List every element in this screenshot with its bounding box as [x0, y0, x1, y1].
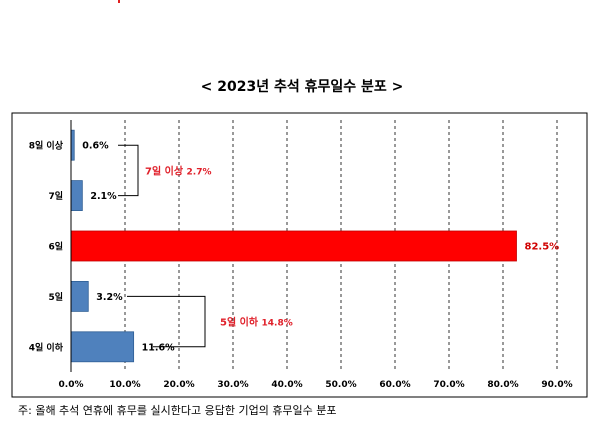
category-label: 5일 — [48, 291, 63, 303]
x-tick-label: 80.0% — [487, 380, 518, 390]
chart-frame — [11, 112, 588, 398]
data-label: 0.6% — [82, 141, 109, 152]
bar-3 — [70, 230, 517, 262]
bracket-line — [127, 295, 206, 348]
x-tick-label: 0.0% — [59, 380, 84, 390]
category-label: 7일 — [48, 190, 63, 202]
annotation-label: 5일 이하 14.8% — [220, 316, 293, 329]
x-tick-label: 50.0% — [325, 380, 356, 390]
category-label: 4일 이하 — [29, 341, 64, 353]
x-tick-labels: 0.0% 10.0% 20.0% 30.0% 40.0% 50.0% 60.0% 70.0% 8… — [59, 380, 573, 390]
x-tick-label: 20.0% — [163, 380, 194, 390]
x-tick-label: 60.0% — [379, 380, 410, 390]
category-label: 8일 이상 — [29, 140, 64, 152]
bar-4 — [70, 280, 89, 312]
x-tick-label: 90.0% — [541, 380, 572, 390]
bracket-line — [118, 144, 139, 197]
bar-5 — [70, 331, 135, 363]
x-tick-label: 40.0% — [271, 380, 302, 390]
annotation-label: 7일 이상 2.7% — [145, 164, 212, 177]
bars — [70, 129, 517, 363]
bar-2 — [70, 180, 83, 212]
x-tick-label: 30.0% — [217, 380, 248, 390]
bracket-annotations: 7일 이상 2.7% 5일 이하 14.8% — [118, 144, 293, 348]
category-label: 6일 — [48, 241, 63, 253]
data-label: 82.5% — [525, 242, 560, 253]
data-label: 3.2% — [96, 292, 123, 303]
data-label: 11.6% — [142, 342, 175, 353]
category-labels: 8일 이상 7일 6일 5일 4일 이하 — [29, 140, 64, 354]
footnote-caption: 주: 올해 추석 연휴에 휴무를 실시한다고 응답한 기업의 휴무일수 분포 — [18, 404, 337, 417]
bar-chart: < 2023년 추석 휴무일수 분포 > 8일 이상 7일 6일 5일 4일 이하 0.… — [11, 79, 588, 398]
x-tick-label: 70.0% — [433, 380, 464, 390]
data-labels: 0.6% 2.1% 82.5% 3.2% 11.6% — [82, 141, 559, 354]
red-dot-mark — [118, 0, 120, 3]
x-tick-label: 10.0% — [109, 380, 140, 390]
chart-title: < 2023년 추석 휴무일수 분포 > — [201, 79, 404, 95]
data-label: 2.1% — [90, 191, 117, 202]
